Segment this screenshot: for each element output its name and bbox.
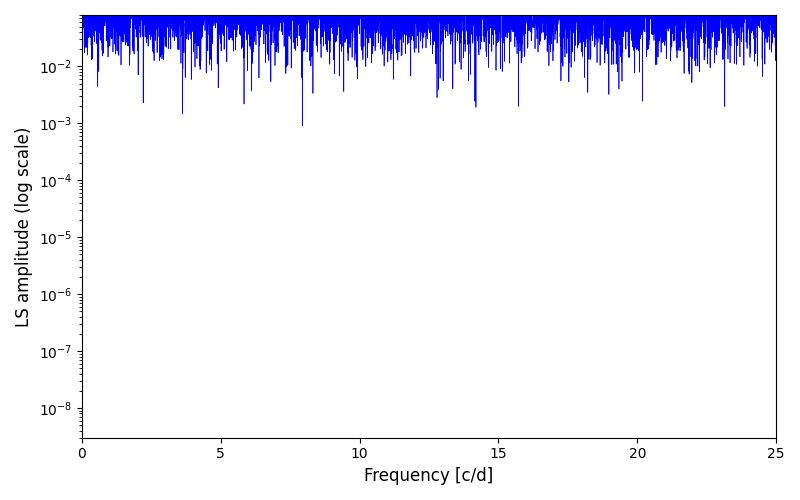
Y-axis label: LS amplitude (log scale): LS amplitude (log scale) xyxy=(15,126,33,326)
X-axis label: Frequency [c/d]: Frequency [c/d] xyxy=(364,467,494,485)
